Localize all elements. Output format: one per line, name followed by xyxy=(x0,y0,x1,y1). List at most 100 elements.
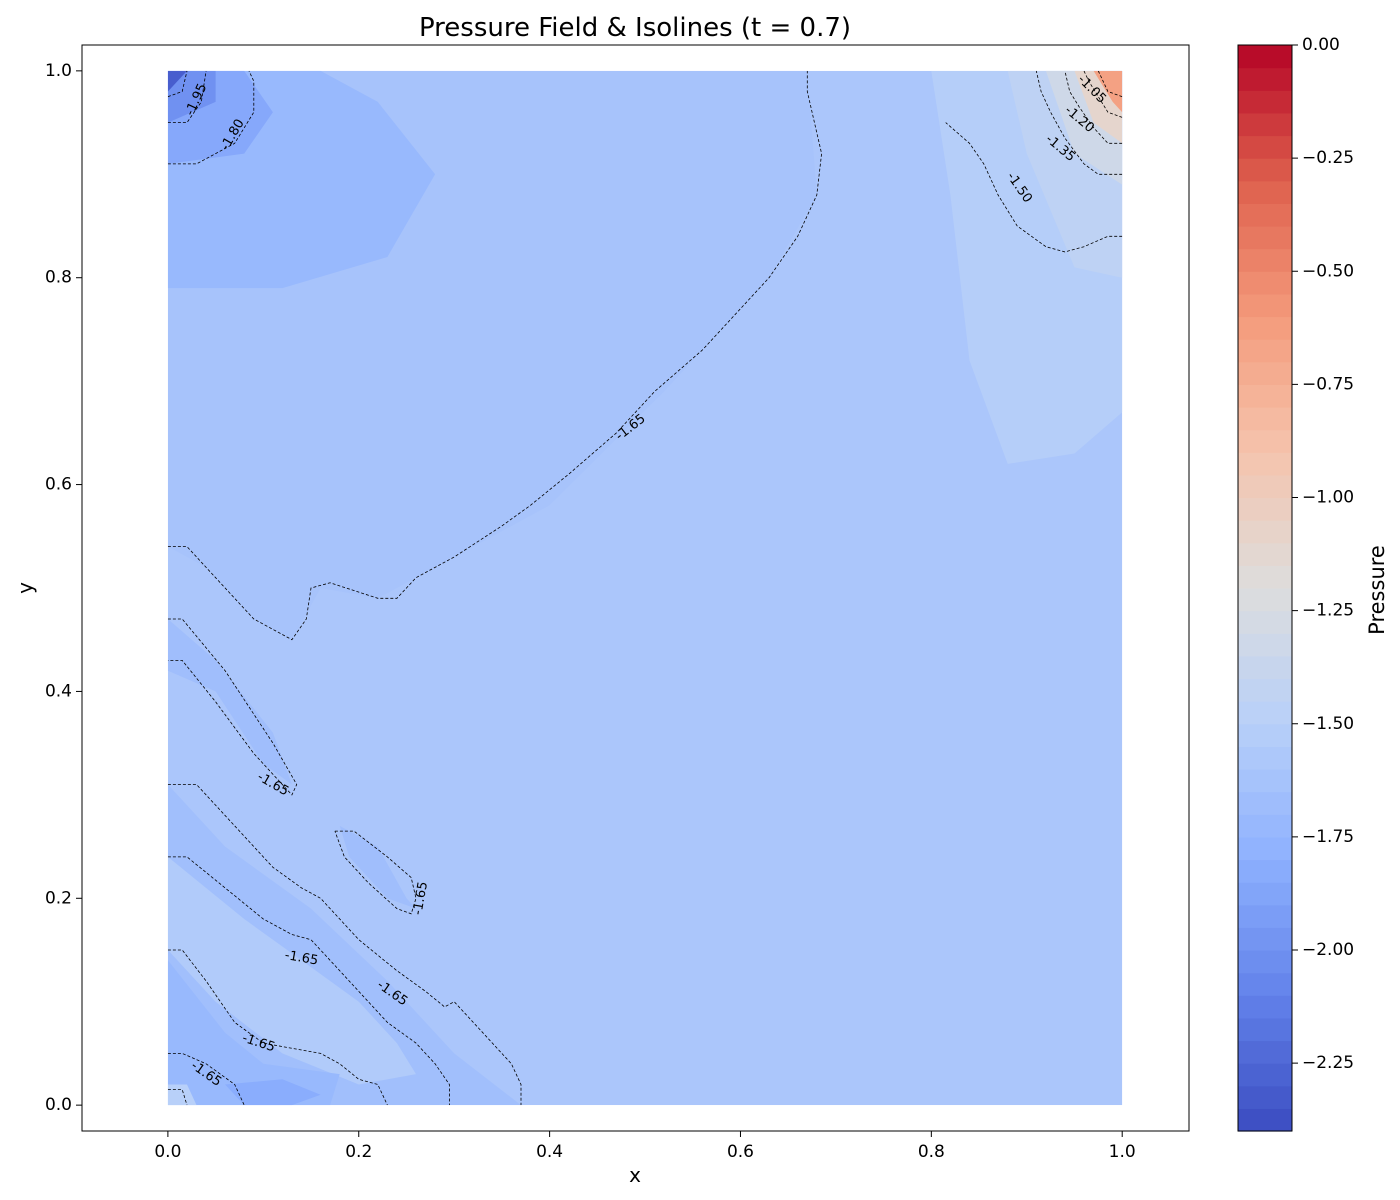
colorbar-band xyxy=(1238,45,1292,69)
colorbar-label: Pressure xyxy=(1365,545,1389,635)
colorbar-band xyxy=(1238,339,1292,363)
colorbar-band xyxy=(1238,1040,1292,1064)
isoline-13 xyxy=(1064,70,1123,144)
x-axis-label: x xyxy=(629,1163,641,1187)
colorbar-band xyxy=(1238,723,1292,747)
y-tick-label: 0.0 xyxy=(45,1095,72,1115)
colorbar-tick-label: −1.00 xyxy=(1302,488,1354,508)
x-tick-label: 0.6 xyxy=(727,1142,754,1162)
x-tick-label: 0.4 xyxy=(536,1142,563,1162)
colorbar-band xyxy=(1238,90,1292,114)
field-region-10 xyxy=(167,619,292,785)
colorbar-band xyxy=(1238,882,1292,906)
x-tick-label: 0.0 xyxy=(154,1142,181,1162)
colorbar-level-bands xyxy=(1237,44,1293,1132)
y-tick-label: 0.8 xyxy=(45,268,72,288)
isoline-10 xyxy=(167,70,188,98)
colorbar-band xyxy=(1238,565,1292,589)
colorbar-band xyxy=(1238,655,1292,680)
colorbar-band xyxy=(1238,452,1292,476)
colorbar-band xyxy=(1238,927,1292,951)
colorbar-tick-label: −2.00 xyxy=(1302,940,1354,960)
y-axis-ticks: 0.0 0.2 0.4 0.6 0.8 1.0 xyxy=(45,61,82,1115)
colorbar-band xyxy=(1238,226,1292,250)
colorbar-band xyxy=(1238,814,1292,838)
colorbar-tick-label: −1.50 xyxy=(1302,714,1354,734)
colorbar-band xyxy=(1238,633,1292,657)
colorbar-tick-label: −0.50 xyxy=(1302,261,1354,281)
y-axis-label: y xyxy=(13,582,37,594)
colorbar-band xyxy=(1238,701,1292,725)
isoline-15 xyxy=(1097,70,1123,98)
colorbar-band xyxy=(1238,203,1292,227)
colorbar-band xyxy=(1238,497,1292,521)
field-region-15 xyxy=(225,1079,321,1106)
colorbar-band xyxy=(1238,904,1292,928)
colorbar-frame xyxy=(1237,44,1293,1132)
isoline-7 xyxy=(167,1089,188,1106)
colorbar-band xyxy=(1238,520,1292,544)
y-tick-label: 0.2 xyxy=(45,888,72,908)
isoline-14 xyxy=(1083,70,1123,118)
colorbar-band xyxy=(1238,972,1292,996)
isoline-2 xyxy=(334,830,417,915)
colorbar-band xyxy=(1238,1085,1292,1109)
colorbar-band xyxy=(1238,474,1292,499)
y-tick-label: 1.0 xyxy=(45,61,72,81)
x-axis-ticks: 0.0 0.2 0.4 0.6 0.8 1.0 xyxy=(154,1131,1136,1162)
colorbar-band xyxy=(1238,769,1292,793)
field-region-13 xyxy=(167,856,416,1085)
chart-title: Pressure Field & Isolines (t = 0.7) xyxy=(419,13,851,43)
x-tick-label: 1.0 xyxy=(1109,1142,1136,1162)
colorbar-ticks: 0.00 −0.25 −0.50 −0.75 −1.00 −1.25 −1.50 −1.75 −… xyxy=(1292,35,1354,1073)
colorbar-band xyxy=(1238,271,1292,295)
isoline-label-2: -1.65 xyxy=(410,880,431,916)
colorbar-band xyxy=(1238,542,1292,566)
colorbar-band xyxy=(1238,361,1292,385)
colorbar-band xyxy=(1238,995,1292,1019)
isoline-label-3: -1.65 xyxy=(284,948,320,969)
y-tick-label: 0.6 xyxy=(45,475,72,495)
colorbar-band xyxy=(1238,248,1292,272)
x-tick-label: 0.2 xyxy=(345,1142,372,1162)
colorbar-tick-label: −2.25 xyxy=(1302,1053,1354,1073)
colorbar-band xyxy=(1238,158,1292,182)
isoline-4 xyxy=(167,856,450,1106)
colorbar-band xyxy=(1238,746,1292,770)
colorbar-band xyxy=(1238,678,1292,702)
colorbar-band xyxy=(1238,293,1292,318)
colorbar-band xyxy=(1238,384,1292,408)
field-region-11 xyxy=(339,825,416,909)
colorbar-band xyxy=(1238,112,1292,137)
colorbar-band xyxy=(1238,610,1292,634)
colorbar-band xyxy=(1238,1063,1292,1087)
colorbar-band xyxy=(1238,836,1292,861)
colorbar-band xyxy=(1238,588,1292,612)
colorbar-band xyxy=(1238,316,1292,340)
isolines xyxy=(167,70,1123,1106)
isoline-1 xyxy=(167,618,298,796)
colorbar-band xyxy=(1238,950,1292,974)
field-region-4 xyxy=(167,70,187,92)
colorbar-tick-label: −0.25 xyxy=(1302,148,1354,168)
colorbar-tick-label: −0.75 xyxy=(1302,374,1354,394)
isoline-11 xyxy=(945,122,1123,253)
colorbar-band xyxy=(1238,429,1292,453)
isoline-12 xyxy=(1035,70,1123,175)
colorbar-tick-label: 0.00 xyxy=(1302,35,1340,55)
colorbar-tick-label: −1.75 xyxy=(1302,827,1354,847)
colorbar-band xyxy=(1238,135,1292,159)
colorbar-band xyxy=(1238,67,1292,91)
colorbar-band xyxy=(1238,791,1292,815)
isoline-6 xyxy=(167,1053,245,1106)
isoline-8 xyxy=(167,70,255,165)
colorbar-band xyxy=(1238,180,1292,204)
colorbar-tick-label: −1.25 xyxy=(1302,601,1354,621)
x-tick-label: 0.8 xyxy=(918,1142,945,1162)
isoline-5 xyxy=(167,949,388,1106)
colorbar-band xyxy=(1238,859,1292,883)
colorbar-band xyxy=(1238,1108,1292,1132)
field-region-14 xyxy=(167,960,340,1106)
isoline-9 xyxy=(167,70,207,123)
